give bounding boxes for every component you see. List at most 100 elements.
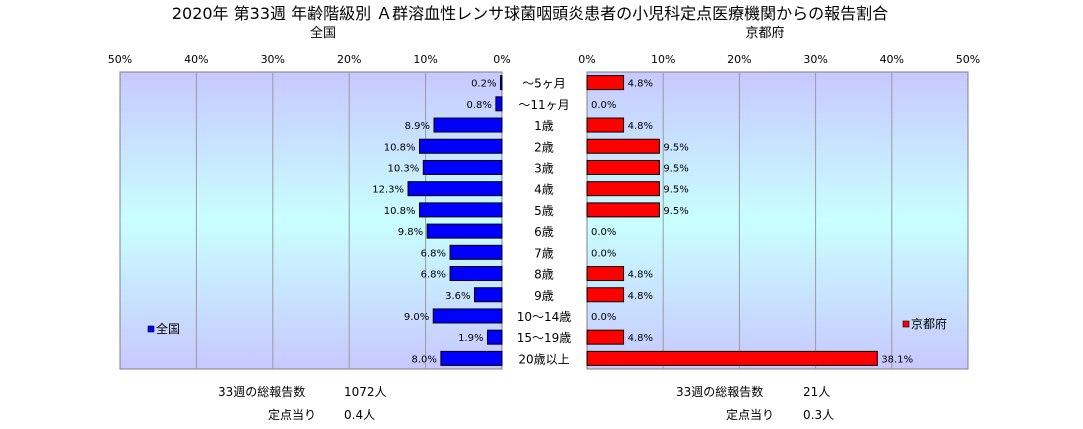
category-label: 4歳: [534, 183, 554, 197]
kyoto-data-label: 0.0%: [591, 227, 616, 238]
kyoto-per-value: 0.3人: [803, 408, 834, 422]
kyoto-per-label: 定点当り: [726, 407, 774, 422]
national-data-label: 6.8%: [421, 248, 446, 259]
national-tick-label: 30%: [261, 53, 285, 66]
category-label: 3歳: [534, 161, 554, 175]
kyoto-bar: [586, 75, 625, 91]
national-bar: [426, 223, 503, 239]
kyoto-tick-label: 40%: [880, 53, 904, 66]
category-label: ～5ヶ月: [522, 77, 566, 91]
kyoto-tick-label: 30%: [803, 53, 827, 66]
national-tick-label: 20%: [337, 53, 361, 66]
kyoto-total-label: 33週の総報告数: [676, 384, 763, 399]
national-data-label: 10.8%: [384, 206, 416, 217]
national-data-label: 3.6%: [445, 291, 470, 302]
kyoto-data-label: 0.0%: [591, 248, 616, 259]
national-legend-swatch: [147, 325, 155, 333]
national-bar: [407, 181, 503, 197]
bar-marks: [407, 75, 878, 366]
national-data-label: 0.8%: [466, 100, 491, 111]
kyoto-data-label: 4.8%: [628, 291, 653, 302]
kyoto-bar: [586, 138, 660, 154]
kyoto-tick-label: 50%: [956, 53, 980, 66]
category-label: 10～14歳: [517, 310, 572, 324]
national-data-label: 8.0%: [411, 354, 436, 365]
national-data-label: 9.0%: [404, 312, 429, 323]
national-bar: [418, 202, 503, 218]
national-tick-label: 0%: [493, 53, 510, 66]
national-bar: [486, 329, 503, 345]
kyoto-bar: [586, 202, 660, 218]
kyoto-data-label: 9.5%: [663, 163, 688, 174]
kyoto-bar: [586, 159, 660, 175]
national-data-label: 10.3%: [388, 163, 420, 174]
kyoto-panel-title: 京都府: [745, 26, 784, 41]
kyoto-bar: [586, 287, 625, 303]
national-total-label: 33週の総報告数: [218, 384, 305, 399]
axis-ticks: 50% 40% 30% 20% 10% 0% 0% 10% 20% 30% 40% 50%: [108, 53, 980, 66]
national-bar: [440, 350, 503, 366]
national-per-label: 定点当り: [268, 407, 316, 422]
kyoto-data-label: 0.0%: [591, 312, 616, 323]
national-bar: [473, 287, 503, 303]
national-bar: [433, 117, 503, 133]
kyoto-bar: [586, 350, 878, 366]
national-data-label: 9.8%: [398, 227, 423, 238]
national-bar: [495, 96, 503, 112]
kyoto-data-label: 0.0%: [591, 100, 616, 111]
national-bar: [449, 266, 503, 282]
kyoto-legend-swatch: [902, 320, 910, 328]
national-data-label: 1.9%: [458, 333, 483, 344]
national-bar: [449, 244, 503, 260]
kyoto-plot-area: [586, 71, 969, 370]
category-label: 20歳以上: [518, 352, 569, 366]
data-labels: 0.2% 0.8% 8.9% 10.8% 10.3% 12.3% 10.8% 9.8% 6.8%…: [372, 79, 913, 366]
kyoto-bar: [586, 266, 625, 282]
kyoto-data-label: 9.5%: [663, 206, 688, 217]
kyoto-bar: [586, 117, 625, 133]
national-data-label: 6.8%: [421, 270, 446, 281]
kyoto-data-label: 9.5%: [663, 142, 688, 153]
category-label: 2歳: [534, 140, 554, 154]
national-bar: [432, 308, 503, 324]
kyoto-footer: 33週の総報告数 21人 定点当り 0.3人: [676, 384, 834, 422]
kyoto-legend: 京都府: [902, 316, 947, 331]
national-tick-label: 40%: [184, 53, 208, 66]
national-tick-label: 10%: [413, 53, 437, 66]
national-bar: [418, 138, 503, 154]
kyoto-data-label: 38.1%: [881, 354, 913, 365]
national-tick-label: 50%: [108, 53, 132, 66]
national-bar: [499, 75, 503, 91]
category-label: ～11ヶ月: [518, 98, 569, 112]
kyoto-tick-label: 10%: [651, 53, 675, 66]
national-per-value: 0.4人: [344, 408, 375, 422]
kyoto-data-label: 9.5%: [663, 185, 688, 196]
national-legend-label: 全国: [156, 321, 180, 336]
national-data-label: 10.8%: [384, 142, 416, 153]
kyoto-tick-label: 0%: [578, 53, 595, 66]
kyoto-legend-label: 京都府: [911, 316, 947, 331]
kyoto-data-label: 4.8%: [628, 270, 653, 281]
national-data-label: 0.2%: [471, 79, 496, 90]
national-total-value: 1072人: [344, 385, 387, 399]
category-labels: ～5ヶ月 ～11ヶ月 1歳 2歳 3歳 4歳 5歳 6歳 7歳 8歳 9歳 10～14歳 15～19歳 2…: [517, 77, 572, 367]
national-panel-title: 全国: [310, 25, 336, 41]
category-label: 15～19歳: [517, 331, 572, 345]
category-label: 9歳: [534, 289, 554, 303]
category-label: 7歳: [534, 246, 554, 260]
national-footer: 33週の総報告数 1072人 定点当り 0.4人: [218, 384, 387, 422]
kyoto-data-label: 4.8%: [628, 79, 653, 90]
gridlines: [195, 72, 893, 369]
national-data-label: 8.9%: [405, 121, 430, 132]
kyoto-bar: [586, 329, 625, 345]
category-label: 6歳: [534, 225, 554, 239]
category-label: 8歳: [534, 268, 554, 282]
national-data-label: 12.3%: [372, 185, 404, 196]
chart-title: 2020年 第33週 年齢階級別 Ａ群溶血性レンサ球菌咽頭炎患者の小児科定点医療…: [172, 4, 888, 23]
category-label: 1歳: [534, 119, 554, 133]
kyoto-total-value: 21人: [803, 385, 830, 399]
national-legend: 全国: [147, 321, 180, 336]
category-label: 5歳: [534, 204, 554, 218]
kyoto-tick-label: 20%: [727, 53, 751, 66]
